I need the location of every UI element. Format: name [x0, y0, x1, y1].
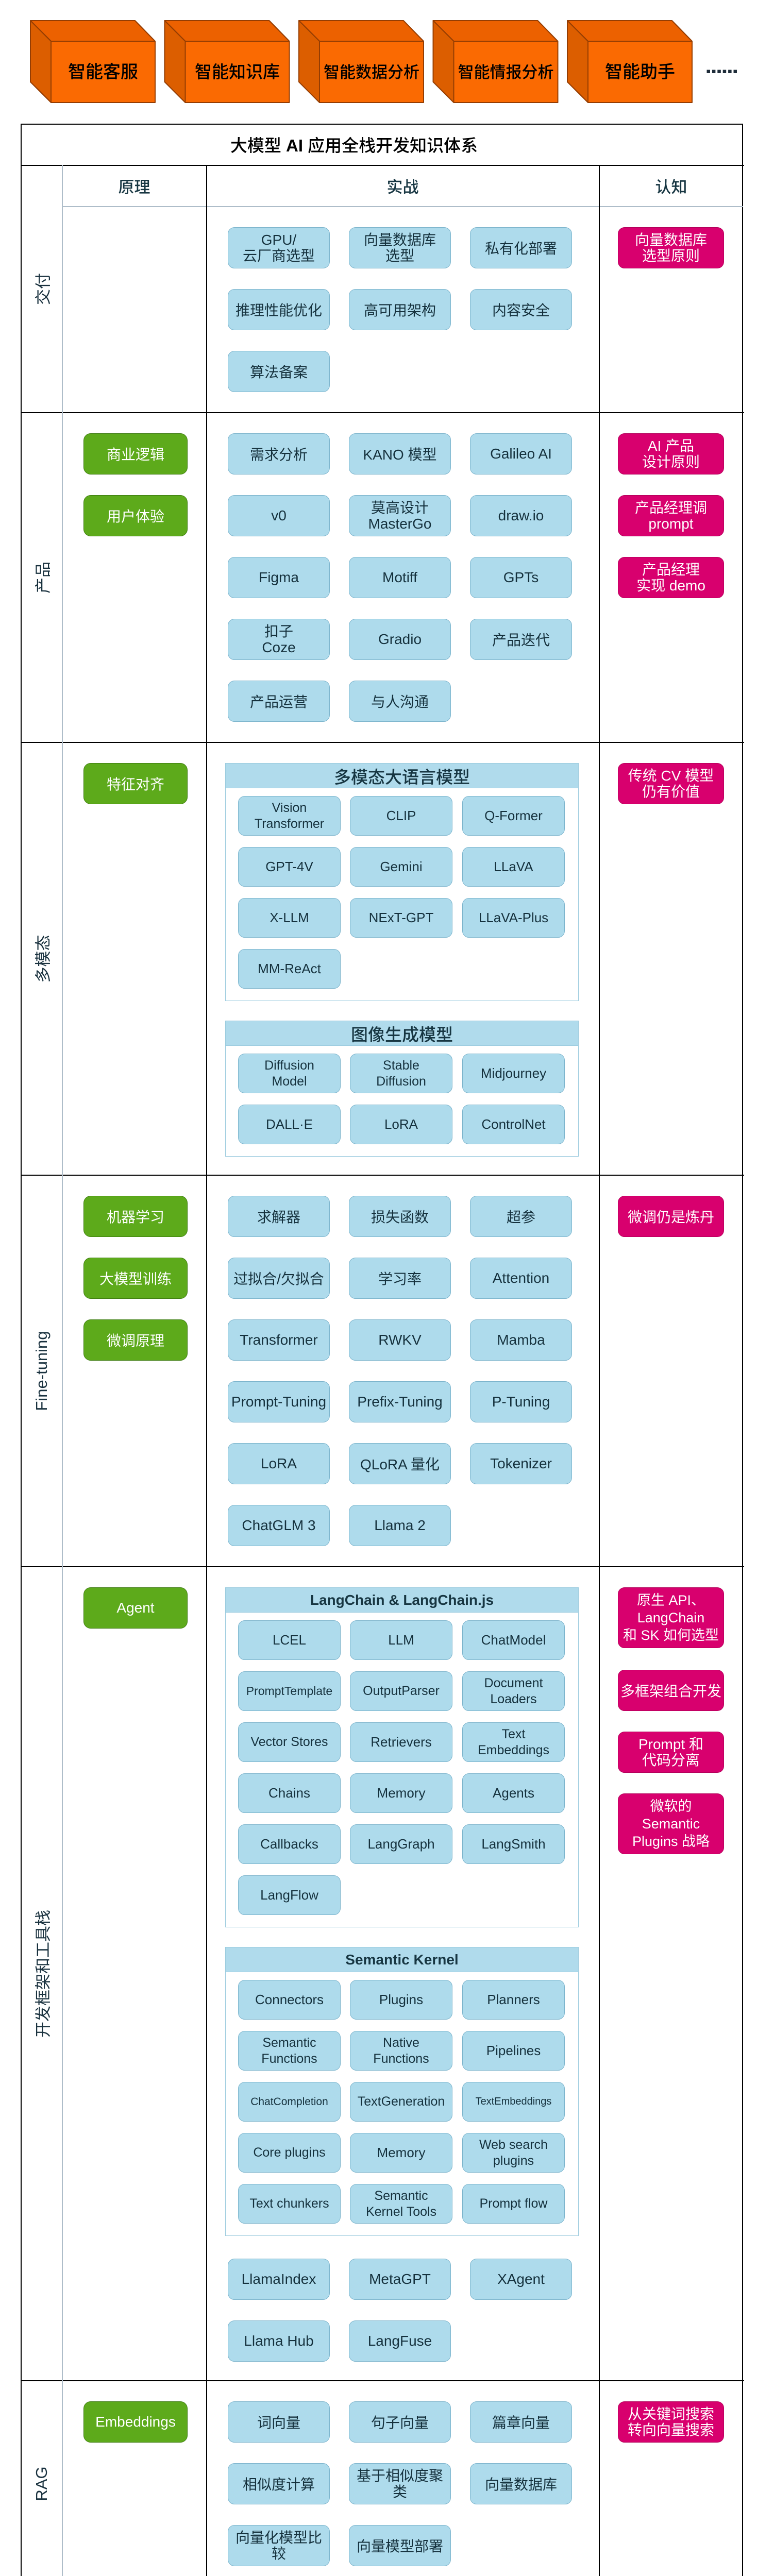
svg-text:智能数据分析: 智能数据分析 — [324, 63, 419, 81]
svg-text:智能客服: 智能客服 — [68, 62, 138, 82]
svg-text:智能情报分析: 智能情报分析 — [458, 63, 554, 81]
svg-text:智能助手: 智能助手 — [605, 62, 675, 82]
svg-text:智能知识库: 智能知识库 — [195, 62, 280, 81]
